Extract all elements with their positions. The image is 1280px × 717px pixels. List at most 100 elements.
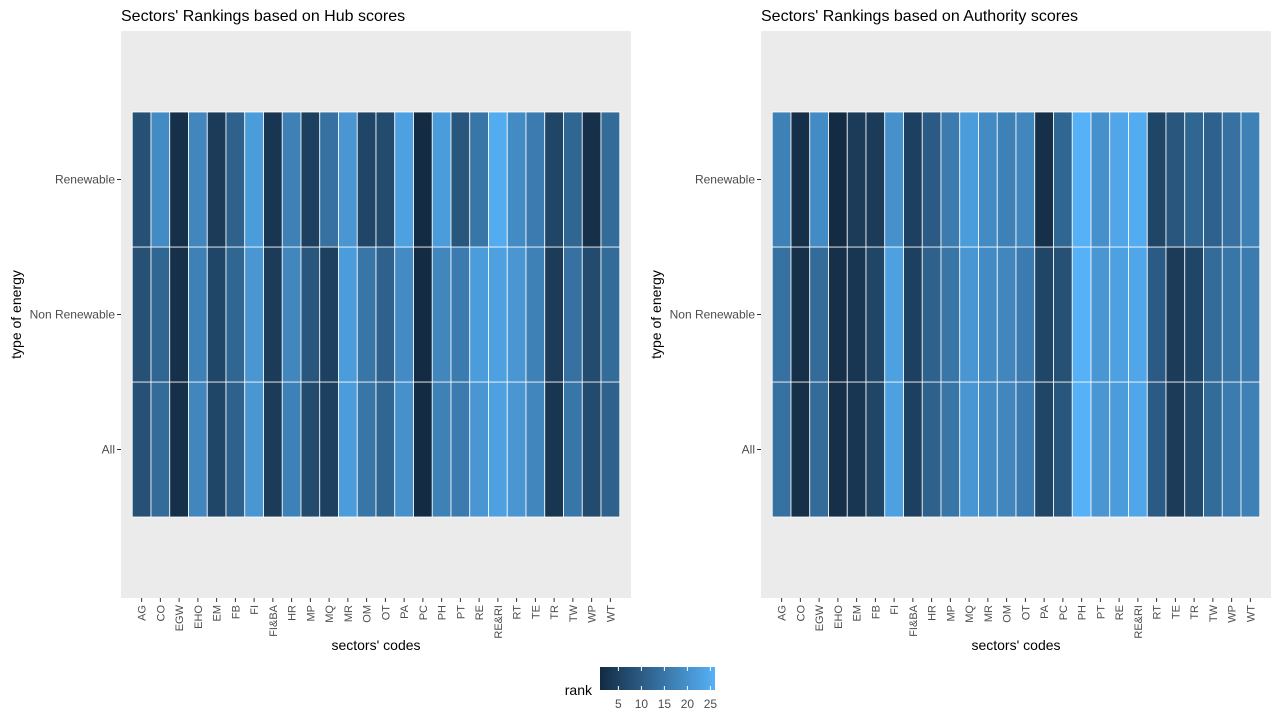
heatmap-cell (300, 381, 321, 518)
x-tick-label: FI&BA (268, 604, 280, 636)
x-tick-label: WP (587, 605, 599, 623)
heatmap-cell (1184, 381, 1204, 518)
x-tick-label: EM (212, 605, 224, 622)
x-tick-label: WT (1245, 605, 1257, 622)
heatmap-cell (1165, 246, 1186, 383)
heatmap-cell (846, 381, 867, 518)
heatmap-cell (959, 111, 979, 248)
x-tick-label: EHO (833, 605, 845, 629)
x-tick-label: TE (530, 605, 542, 619)
heatmap-cell (206, 111, 227, 248)
heatmap-cell (1053, 381, 1073, 518)
heatmap-cell (131, 246, 152, 383)
heatmap-cell (581, 381, 602, 518)
heatmap-cell (978, 111, 998, 248)
x-tick-label: RT (512, 605, 524, 620)
heatmap-cell (1053, 246, 1073, 383)
x-tick-label: HR (927, 605, 939, 621)
x-tick-label: MP (305, 605, 317, 622)
heatmap-cell (828, 246, 848, 383)
heatmap-cell (375, 111, 396, 248)
heatmap-cell (225, 111, 246, 248)
x-tick-label: PH (1077, 605, 1089, 620)
legend-tick-label: 25 (704, 697, 718, 711)
heatmap-cell (978, 246, 998, 383)
heatmap-cell (563, 246, 583, 383)
heatmap-cell (394, 246, 414, 383)
heatmap-cell (244, 246, 264, 383)
heatmap-cell (263, 381, 283, 518)
heatmap-cell (1221, 246, 1242, 383)
legend-tick-label: 20 (681, 697, 695, 711)
heatmap-cell (488, 381, 508, 518)
heatmap-cell (884, 246, 904, 383)
heatmap-cell (865, 381, 886, 518)
x-tick-label: FI (249, 605, 261, 615)
heatmap-cell (150, 381, 171, 518)
x-tick-label: PT (1095, 605, 1107, 619)
heatmap-panel-1: Sectors' Rankings based on Hub scores All… (8, 8, 631, 653)
heatmap-cell (469, 111, 489, 248)
heatmap-cell (169, 246, 189, 383)
x-tick-label: FI&BA (908, 604, 920, 636)
y-tick-label: All (102, 443, 115, 457)
x-tick-label: OM (362, 605, 374, 623)
heatmap-cell (1221, 381, 1242, 518)
heatmap-cell (281, 111, 302, 248)
heatmap-cell (188, 111, 208, 248)
heatmap-cell (356, 381, 377, 518)
heatmap-cell (488, 111, 508, 248)
heatmap-cell (903, 381, 923, 518)
heatmap-cell (809, 111, 829, 248)
heatmap-cell (544, 381, 564, 518)
heatmap-cell (771, 111, 792, 248)
heatmap-cell (1221, 111, 1242, 248)
x-tick-label: OT (380, 605, 392, 621)
y-tick-label: All (742, 443, 755, 457)
heatmap-cell (921, 381, 942, 518)
x-tick-label: AG (137, 605, 149, 621)
heatmap-cell (563, 381, 583, 518)
x-tick-label: FB (230, 605, 242, 619)
x-tick-label: MQ (964, 605, 976, 623)
heatmap-cell (1165, 111, 1186, 248)
heatmap-cell (600, 381, 621, 518)
heatmap-cell (1034, 381, 1054, 518)
heatmap-cell (1128, 246, 1148, 383)
heatmap-cell (884, 111, 904, 248)
heatmap-cell (1034, 111, 1054, 248)
x-tick-label: RE (1114, 605, 1126, 620)
heatmap-cell (375, 381, 396, 518)
heatmap-cell (581, 111, 602, 248)
heatmap-cell (150, 111, 171, 248)
heatmap-cell (996, 246, 1017, 383)
heatmap-cell (1015, 111, 1036, 248)
heatmap-cell (206, 381, 227, 518)
x-tick-label: CO (795, 605, 807, 622)
heatmap-cell (1071, 111, 1092, 248)
x-tick-label: OM (1002, 605, 1014, 623)
heatmap-cell (431, 381, 452, 518)
heatmap-cell (1240, 111, 1261, 248)
heatmap-cell (771, 246, 792, 383)
legend: rank 5 10 15 20 25 (565, 667, 718, 711)
heatmap-cell (525, 246, 546, 383)
heatmap-cell (431, 111, 452, 248)
x-tick-label: RE (474, 605, 486, 620)
heatmap-cell (300, 111, 321, 248)
heatmap-cell (1146, 111, 1167, 248)
heatmap-cell (169, 381, 189, 518)
heatmap-cell (903, 111, 923, 248)
heatmap-cell (771, 381, 792, 518)
x-tick-label: WT (605, 605, 617, 622)
heatmap-cell (921, 246, 942, 383)
heatmap-cell (450, 381, 471, 518)
heatmap-cell (525, 111, 546, 248)
heatmap-cell (206, 246, 227, 383)
heatmap-cell (581, 246, 602, 383)
x-tick-label: EGW (814, 604, 826, 631)
heatmap-cell (469, 246, 489, 383)
x-tick-label: FB (870, 605, 882, 619)
x-tick-label: MQ (324, 605, 336, 623)
heatmap-cell (1128, 381, 1148, 518)
